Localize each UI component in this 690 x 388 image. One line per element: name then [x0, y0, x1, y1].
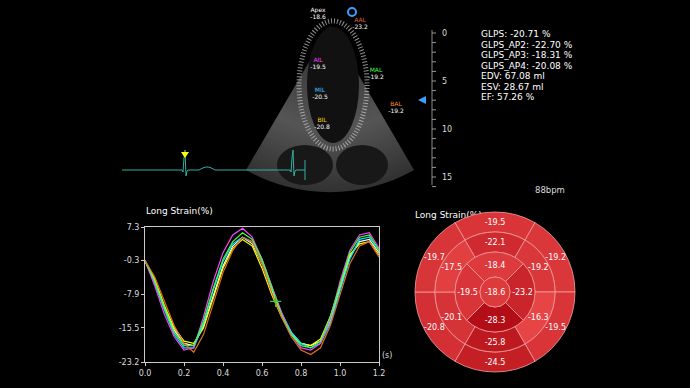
svg-text:GLPS_AP2: -22.70 %: GLPS_AP2: -22.70 % [481, 40, 573, 50]
svg-text:-25.8: -25.8 [485, 338, 506, 347]
svg-text:-19.7: -19.7 [424, 253, 445, 262]
svg-text:-20.1: -20.1 [441, 313, 462, 322]
svg-text:-17.5: -17.5 [441, 263, 462, 272]
svg-text:BIL: BIL [317, 116, 327, 123]
svg-text:(s): (s) [382, 351, 392, 360]
svg-text:7.3: 7.3 [127, 223, 140, 232]
svg-text:-18.6: -18.6 [310, 13, 326, 20]
svg-text:-19.2: -19.2 [368, 73, 384, 80]
svg-text:-24.5: -24.5 [485, 358, 506, 367]
svg-text:EF: 57.26 %: EF: 57.26 % [481, 92, 535, 102]
svg-text:-15.5: -15.5 [119, 324, 140, 333]
svg-text:-19.2: -19.2 [545, 253, 566, 262]
svg-text:-18.6: -18.6 [485, 288, 506, 297]
svg-text:-28.3: -28.3 [485, 316, 506, 325]
svg-text:EDV: 67.08 ml: EDV: 67.08 ml [481, 71, 545, 81]
svg-text:Long Strain(%): Long Strain(%) [146, 206, 213, 216]
svg-text:5: 5 [442, 77, 447, 86]
svg-text:GLPS_AP3: -18.31 %: GLPS_AP3: -18.31 % [481, 50, 573, 60]
svg-text:0.0: 0.0 [139, 369, 152, 378]
svg-text:ESV: 28.67 ml: ESV: 28.67 ml [481, 82, 544, 92]
svg-text:-16.3: -16.3 [528, 313, 549, 322]
svg-text:BAL: BAL [390, 100, 402, 107]
svg-text:10: 10 [442, 125, 452, 134]
svg-text:-19.5: -19.5 [457, 288, 478, 297]
svg-text:Long Strain(%): Long Strain(%) [415, 210, 482, 220]
svg-text:-23.2: -23.2 [512, 288, 533, 297]
svg-text:-20.8: -20.8 [424, 323, 445, 332]
svg-text:0.6: 0.6 [256, 369, 269, 378]
svg-text:-0.3: -0.3 [124, 256, 140, 265]
svg-text:-19.2: -19.2 [388, 107, 404, 114]
svg-text:-22.1: -22.1 [485, 238, 506, 247]
svg-text:GLPS: -20.71 %: GLPS: -20.71 % [481, 29, 551, 39]
svg-text:0.2: 0.2 [178, 369, 191, 378]
svg-text:-23.2: -23.2 [352, 23, 368, 30]
svg-text:88bpm: 88bpm [535, 185, 565, 195]
svg-text:0.8: 0.8 [295, 369, 308, 378]
svg-text:0.4: 0.4 [217, 369, 230, 378]
svg-text:MIL: MIL [315, 86, 326, 93]
svg-text:1.2: 1.2 [373, 369, 386, 378]
svg-text:-7.9: -7.9 [124, 290, 140, 299]
svg-text:-20.8: -20.8 [314, 123, 330, 130]
svg-text:-19.5: -19.5 [485, 218, 506, 227]
svg-text:GLPS_AP4: -20.08 %: GLPS_AP4: -20.08 % [481, 61, 573, 71]
svg-text:-19.5: -19.5 [310, 63, 326, 70]
svg-text:-18.4: -18.4 [485, 261, 506, 270]
svg-text:0: 0 [442, 29, 447, 38]
svg-text:15: 15 [442, 173, 452, 182]
svg-text:-19.5: -19.5 [545, 323, 566, 332]
svg-text:Apex: Apex [310, 6, 326, 13]
svg-text:1.0: 1.0 [334, 369, 347, 378]
svg-text:-19.2: -19.2 [528, 263, 549, 272]
svg-text:AIL: AIL [313, 56, 323, 63]
svg-text:MAL: MAL [370, 66, 383, 73]
svg-text:AAL: AAL [354, 16, 366, 23]
svg-text:-23.2: -23.2 [119, 358, 140, 367]
svg-text:-20.5: -20.5 [312, 93, 328, 100]
